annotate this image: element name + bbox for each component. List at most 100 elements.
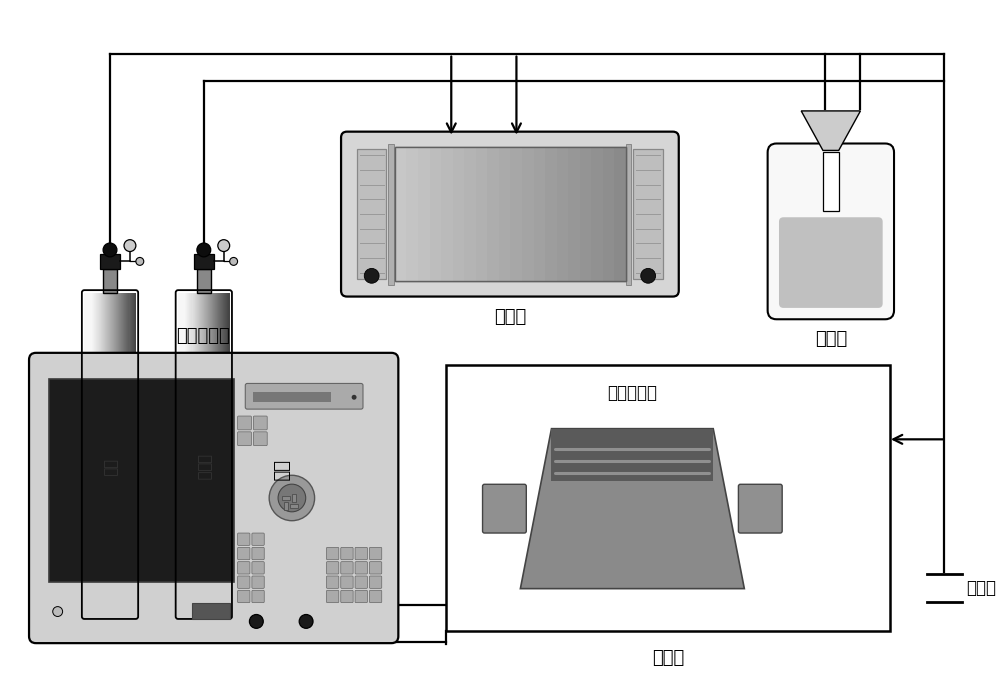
Bar bbox=[213, 292, 214, 617]
FancyBboxPatch shape bbox=[29, 353, 398, 643]
Bar bbox=[557, 148, 568, 281]
Bar bbox=[100, 254, 120, 269]
Bar bbox=[209, 292, 210, 617]
Bar bbox=[117, 292, 119, 617]
FancyBboxPatch shape bbox=[238, 432, 251, 445]
Bar bbox=[198, 292, 199, 617]
Bar bbox=[100, 292, 101, 617]
FancyBboxPatch shape bbox=[253, 416, 267, 430]
FancyBboxPatch shape bbox=[341, 562, 353, 574]
Bar bbox=[203, 292, 204, 617]
Bar bbox=[441, 148, 453, 281]
FancyBboxPatch shape bbox=[355, 562, 367, 574]
Bar bbox=[180, 292, 182, 617]
Bar bbox=[88, 292, 90, 617]
Bar bbox=[202, 292, 203, 617]
Bar bbox=[476, 148, 488, 281]
FancyBboxPatch shape bbox=[238, 547, 250, 560]
Bar bbox=[199, 292, 200, 617]
FancyBboxPatch shape bbox=[252, 547, 264, 560]
FancyBboxPatch shape bbox=[341, 576, 353, 588]
Bar bbox=[614, 148, 626, 281]
Bar bbox=[216, 292, 217, 617]
Bar bbox=[119, 292, 121, 617]
Bar bbox=[823, 152, 839, 211]
Bar bbox=[109, 292, 110, 617]
Bar bbox=[430, 148, 441, 281]
Text: 出气口: 出气口 bbox=[966, 579, 996, 597]
Bar bbox=[49, 379, 234, 582]
Bar bbox=[284, 502, 288, 510]
Bar bbox=[104, 292, 105, 617]
Bar bbox=[214, 292, 215, 617]
Bar bbox=[93, 292, 94, 617]
Circle shape bbox=[249, 615, 263, 628]
Circle shape bbox=[278, 484, 306, 512]
Bar bbox=[131, 292, 132, 617]
Bar bbox=[218, 292, 220, 617]
Bar bbox=[290, 504, 298, 508]
Bar bbox=[130, 292, 131, 617]
Bar bbox=[633, 150, 663, 279]
FancyBboxPatch shape bbox=[252, 562, 264, 574]
FancyBboxPatch shape bbox=[238, 590, 250, 602]
Text: 氢气传感器: 氢气传感器 bbox=[607, 384, 657, 403]
Bar bbox=[568, 148, 580, 281]
Bar bbox=[133, 292, 134, 617]
Bar bbox=[96, 292, 97, 617]
Bar bbox=[190, 292, 192, 617]
Bar bbox=[106, 292, 107, 617]
FancyBboxPatch shape bbox=[326, 590, 339, 602]
Text: 氢气: 氢气 bbox=[103, 459, 118, 476]
Bar bbox=[464, 148, 476, 281]
Bar bbox=[194, 254, 214, 269]
Bar bbox=[545, 148, 557, 281]
Bar bbox=[221, 292, 223, 617]
Bar bbox=[135, 292, 136, 617]
FancyBboxPatch shape bbox=[238, 576, 250, 588]
Bar bbox=[210, 292, 211, 617]
Bar bbox=[123, 292, 125, 617]
Bar bbox=[197, 269, 211, 292]
FancyBboxPatch shape bbox=[245, 384, 363, 409]
Bar bbox=[107, 292, 108, 617]
FancyBboxPatch shape bbox=[326, 547, 339, 560]
FancyBboxPatch shape bbox=[238, 533, 250, 545]
FancyBboxPatch shape bbox=[483, 484, 526, 533]
Circle shape bbox=[269, 475, 315, 521]
Bar bbox=[206, 292, 207, 617]
Bar bbox=[225, 292, 227, 617]
Bar bbox=[86, 292, 88, 617]
Bar bbox=[97, 292, 98, 617]
FancyBboxPatch shape bbox=[238, 416, 251, 430]
Bar bbox=[181, 292, 183, 617]
Bar bbox=[90, 292, 92, 617]
Bar bbox=[132, 292, 133, 617]
Bar bbox=[196, 292, 197, 617]
Circle shape bbox=[352, 395, 357, 400]
Bar bbox=[212, 292, 213, 617]
Bar bbox=[207, 292, 208, 617]
Bar bbox=[406, 148, 418, 281]
Bar bbox=[87, 292, 89, 617]
Text: 测试筱: 测试筱 bbox=[652, 649, 684, 667]
Bar bbox=[395, 148, 626, 281]
Bar bbox=[388, 143, 394, 285]
Bar bbox=[226, 292, 228, 617]
Bar bbox=[192, 602, 230, 619]
Bar bbox=[227, 292, 229, 617]
Bar bbox=[395, 148, 626, 281]
Text: 配气仪: 配气仪 bbox=[494, 309, 526, 326]
FancyBboxPatch shape bbox=[341, 590, 353, 602]
Bar bbox=[84, 292, 86, 617]
Bar bbox=[178, 292, 179, 617]
Bar bbox=[85, 292, 87, 617]
FancyBboxPatch shape bbox=[341, 132, 679, 296]
Bar bbox=[186, 292, 188, 617]
Bar bbox=[200, 292, 201, 617]
Bar bbox=[101, 292, 102, 617]
Bar bbox=[122, 292, 124, 617]
Bar bbox=[282, 496, 290, 500]
Bar bbox=[487, 148, 499, 281]
FancyBboxPatch shape bbox=[252, 590, 264, 602]
